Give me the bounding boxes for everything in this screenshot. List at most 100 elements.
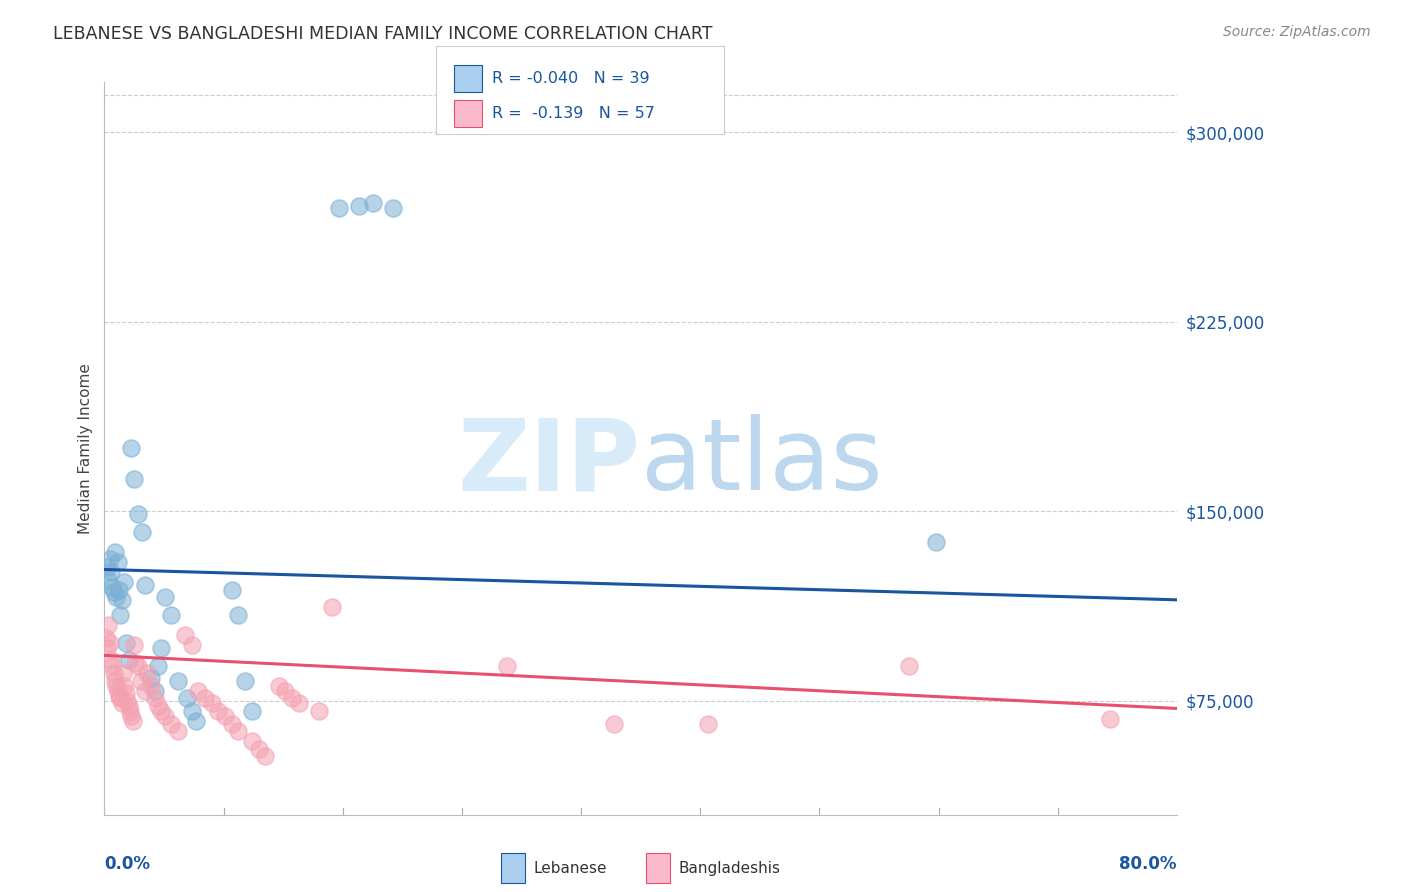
Point [94,631,117,645]
Point [180,704,202,718]
Point [149,704,172,718]
Point [495,658,517,673]
Text: 80.0%: 80.0% [1119,855,1177,873]
Point [114,686,136,700]
Point [120,441,142,455]
Point [127,507,149,521]
Point [254,749,277,764]
Point [153,591,176,605]
Point [101,658,124,673]
Point [347,199,370,213]
Point [160,607,183,622]
Point [103,666,125,681]
Point [98,552,121,566]
Point [97,573,120,587]
Point [214,709,236,723]
Point [114,679,136,693]
FancyBboxPatch shape [645,854,669,883]
Text: atlas: atlas [641,415,882,511]
Point [121,714,143,728]
Point [207,704,229,718]
Point [122,471,145,485]
Point [98,636,121,650]
Point [696,716,718,731]
Point [228,724,250,739]
Point [240,734,263,748]
Point [184,714,207,728]
Point [287,697,309,711]
Point [110,691,132,706]
Point [134,577,156,591]
Point [328,201,350,215]
Point [194,691,217,706]
Point [1098,712,1121,726]
Point [897,658,920,673]
Point [603,716,626,731]
Point [114,575,136,590]
Point [118,704,141,718]
Point [101,580,124,594]
Point [201,697,224,711]
Point [134,683,156,698]
Point [153,709,176,723]
Point [167,724,190,739]
Text: Source: ZipAtlas.com: Source: ZipAtlas.com [1223,25,1371,39]
Point [233,673,256,688]
Point [381,201,404,215]
Point [122,638,145,652]
Text: Bangladeshis: Bangladeshis [678,861,780,876]
Point [104,673,127,688]
Point [321,600,343,615]
Point [103,585,125,599]
Point [108,689,131,703]
Point [267,679,290,693]
Text: Lebanese: Lebanese [533,861,607,876]
Point [97,618,120,632]
Point [127,658,149,673]
Point [281,691,304,706]
Point [105,591,128,605]
Point [176,691,198,706]
Point [167,673,190,688]
Text: 0.0%: 0.0% [104,855,150,873]
Point [96,640,118,655]
FancyBboxPatch shape [501,854,524,883]
Point [112,666,135,681]
Point [108,582,131,597]
Point [228,607,250,622]
Point [104,545,127,559]
Point [141,679,163,693]
Text: ZIP: ZIP [458,415,641,511]
Point [924,534,946,549]
Point [100,565,122,579]
Point [136,666,159,681]
Point [117,653,139,667]
Point [131,524,153,539]
Y-axis label: Median Family Income: Median Family Income [79,363,93,533]
Point [146,698,169,713]
Text: R = -0.040   N = 39: R = -0.040 N = 39 [492,70,650,86]
Point [110,607,132,622]
Point [115,694,138,708]
Point [114,636,136,650]
Point [247,742,270,756]
Point [120,709,142,723]
Point [274,683,297,698]
Point [141,671,163,685]
Point [96,560,118,574]
Point [143,683,166,698]
Point [221,716,243,731]
Point [173,628,195,642]
Text: LEBANESE VS BANGLADESHI MEDIAN FAMILY INCOME CORRELATION CHART: LEBANESE VS BANGLADESHI MEDIAN FAMILY IN… [53,25,713,43]
Point [107,555,129,569]
Point [361,196,384,211]
Point [107,683,129,698]
Point [240,704,263,718]
Point [124,656,146,670]
Point [149,640,172,655]
Point [221,582,243,597]
Point [308,704,330,718]
Point [129,673,152,688]
Point [143,691,166,706]
Point [117,698,139,713]
